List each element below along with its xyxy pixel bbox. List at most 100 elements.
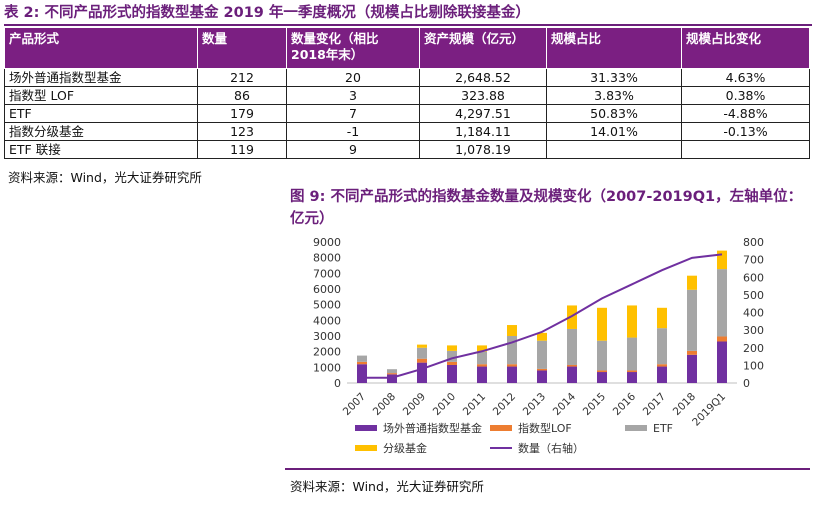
y-left-tick-label: 0 [334,377,341,390]
bar-segment [417,358,427,363]
x-tick-label: 2011 [461,391,488,418]
x-tick-label: 2009 [401,391,428,418]
bar-segment [537,340,547,369]
cell-count-change: 20 [286,68,420,87]
cell-product: ETF 联接 [4,140,198,159]
bar-segment [687,275,697,290]
cell-count-change: 7 [286,104,420,123]
bar-segment [627,372,637,383]
cell-count: 119 [197,140,287,159]
legend-swatch [355,445,377,451]
x-tick-label: 2012 [491,391,518,418]
table-row: ETF 179 7 4,297.51 50.83% -4.88% [4,104,810,123]
bar-segment [357,364,367,383]
bar-segment [447,364,457,383]
table-header-row: 产品形式 数量 数量变化（相比 2018年末） 资产规模（亿元） 规模占比 规模… [4,27,810,69]
legend-label: 场外普通指数型基金 [383,421,482,435]
bar-segment [357,355,367,362]
bar-segment [417,344,427,348]
cell-asset: 323.88 [419,86,547,105]
y-left-tick-label: 2000 [313,346,341,359]
bar-segment [357,361,367,365]
x-tick-label: 2017 [641,391,668,418]
cell-product: 指数型 LOF [4,86,198,105]
cell-asset: 2,648.52 [419,68,547,87]
bar-segment [717,336,727,342]
chart: 0 1000 2000 3000 4000 5000 6000 7000 8000 9000 0 10… [285,232,805,471]
legend-swatch [355,425,377,431]
bar-segment [597,370,607,373]
cell-share-change [681,140,810,159]
header-product-form: 产品形式 [4,27,198,69]
bar-segment [477,351,487,365]
bar-segment [687,289,697,351]
figure-divider [285,468,810,470]
bar-segment [717,341,727,383]
y-left-tick-label: 3000 [313,330,341,343]
cell-product: 场外普通指数型基金 [4,68,198,87]
y-right-tick-label: 500 [743,289,764,302]
cell-asset: 4,297.51 [419,104,547,123]
bar-segment [507,336,517,365]
header-count-change: 数量变化（相比 2018年末） [286,27,420,69]
bar-segment [597,340,607,371]
table-source: 资料来源：Wind，光大证券研究所 [8,170,202,185]
y-left-tick-label: 5000 [313,299,341,312]
cell-count-change: 9 [286,140,420,159]
cell-count: 86 [197,86,287,105]
bar-segment [477,366,487,383]
bar-segment [687,350,697,355]
cell-share-change: 4.63% [681,68,810,87]
figure-title: 图 9: 不同产品形式的指数基金数量及规模变化（2007-2019Q1，左轴单位… [290,189,803,227]
legend-label: 指数型LOF [518,421,572,435]
bar-segment [477,364,487,367]
bar-segment [717,250,727,270]
bar-segment [447,361,457,365]
y-right-tick-label: 200 [743,342,764,355]
y-right-tick-label: 0 [743,377,750,390]
cell-share-change: -4.88% [681,104,810,123]
legend-swatch [490,425,512,431]
x-tick-label: 2008 [371,391,398,418]
summary-table: 产品形式 数量 数量变化（相比 2018年末） 资产规模（亿元） 规模占比 规模… [4,27,810,159]
bar-segment [687,354,697,383]
cell-share-change: -0.13% [681,122,810,141]
x-tick-label: 2019Q1 [690,391,728,429]
bar-segment [567,305,577,329]
legend-swatch [625,425,647,431]
bar-segment [627,337,637,371]
header-count: 数量 [197,27,287,69]
cell-share: 3.83% [546,86,682,105]
bar-segment [387,369,397,374]
bar-segment [717,269,727,337]
table-row: ETF 联接 119 9 1,078.19 [4,140,810,159]
y-left-tick-label: 7000 [313,267,341,280]
count-line [362,253,723,379]
bar-segment [507,364,517,367]
x-tick-label: 2014 [551,390,579,418]
x-tick-label: 2015 [581,391,608,418]
cell-share [546,140,682,159]
y-right-tick-label: 600 [743,271,764,284]
bar-segment [537,332,547,341]
bar-segment [597,307,607,341]
x-tick-label: 2010 [431,391,458,418]
cell-share: 50.83% [546,104,682,123]
y-left-tick-label: 6000 [313,283,341,296]
cell-share-change: 0.38% [681,86,810,105]
header-share-change: 规模占比变化 [681,27,810,69]
y-right-tick-label: 700 [743,254,764,267]
cell-asset: 1,078.19 [419,140,547,159]
bar-segment [657,366,667,383]
cell-share: 31.33% [546,68,682,87]
cell-share: 14.01% [546,122,682,141]
bar-segment [537,370,547,383]
header-share: 规模占比 [546,27,682,69]
bar-segment [657,307,667,329]
bar-segment [507,366,517,383]
cell-product: ETF [4,104,198,123]
stacked-bar-line-chart: 0 1000 2000 3000 4000 5000 6000 7000 8000 9000 0 10… [313,236,764,455]
y-right-tick-label: 400 [743,307,764,320]
legend-label: 分级基金 [383,441,427,455]
bar-segment [597,372,607,383]
